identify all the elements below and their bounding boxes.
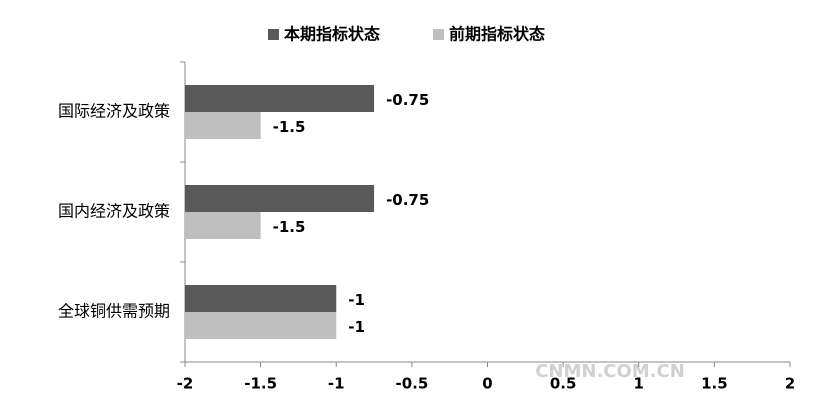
- x-tick-label: -2: [177, 375, 194, 393]
- bar: [185, 212, 261, 239]
- category-label: 国际经济及政策: [58, 102, 170, 121]
- x-tick-label: 0: [482, 375, 492, 393]
- data-label: -0.75: [386, 91, 429, 109]
- x-tick-label: 2: [785, 375, 795, 393]
- x-tick-label: 0.5: [550, 375, 577, 393]
- x-tick-label: 1: [634, 375, 644, 393]
- data-label: -1: [348, 291, 365, 309]
- x-tick-label: -1: [328, 375, 345, 393]
- data-label: -1.5: [273, 118, 306, 136]
- data-label: -1: [348, 318, 365, 336]
- legend-swatch: [433, 29, 444, 40]
- bar: [185, 185, 375, 212]
- legend-label: 本期指标状态: [284, 25, 380, 44]
- x-tick-label: -1.5: [244, 375, 277, 393]
- x-tick-label: -0.5: [395, 375, 428, 393]
- x-tick-label: 1.5: [701, 375, 728, 393]
- bar: [185, 112, 261, 139]
- data-label: -0.75: [386, 191, 429, 209]
- bar: [185, 85, 375, 112]
- bar: [185, 285, 337, 312]
- legend-label: 前期指标状态: [449, 25, 545, 44]
- data-label: -1.5: [273, 218, 306, 236]
- watermark: CNMN.COM.CN: [535, 361, 685, 382]
- bar: [185, 312, 337, 339]
- category-label: 国内经济及政策: [58, 202, 170, 221]
- legend-swatch: [268, 29, 279, 40]
- category-label: 全球铜供需预期: [58, 302, 170, 321]
